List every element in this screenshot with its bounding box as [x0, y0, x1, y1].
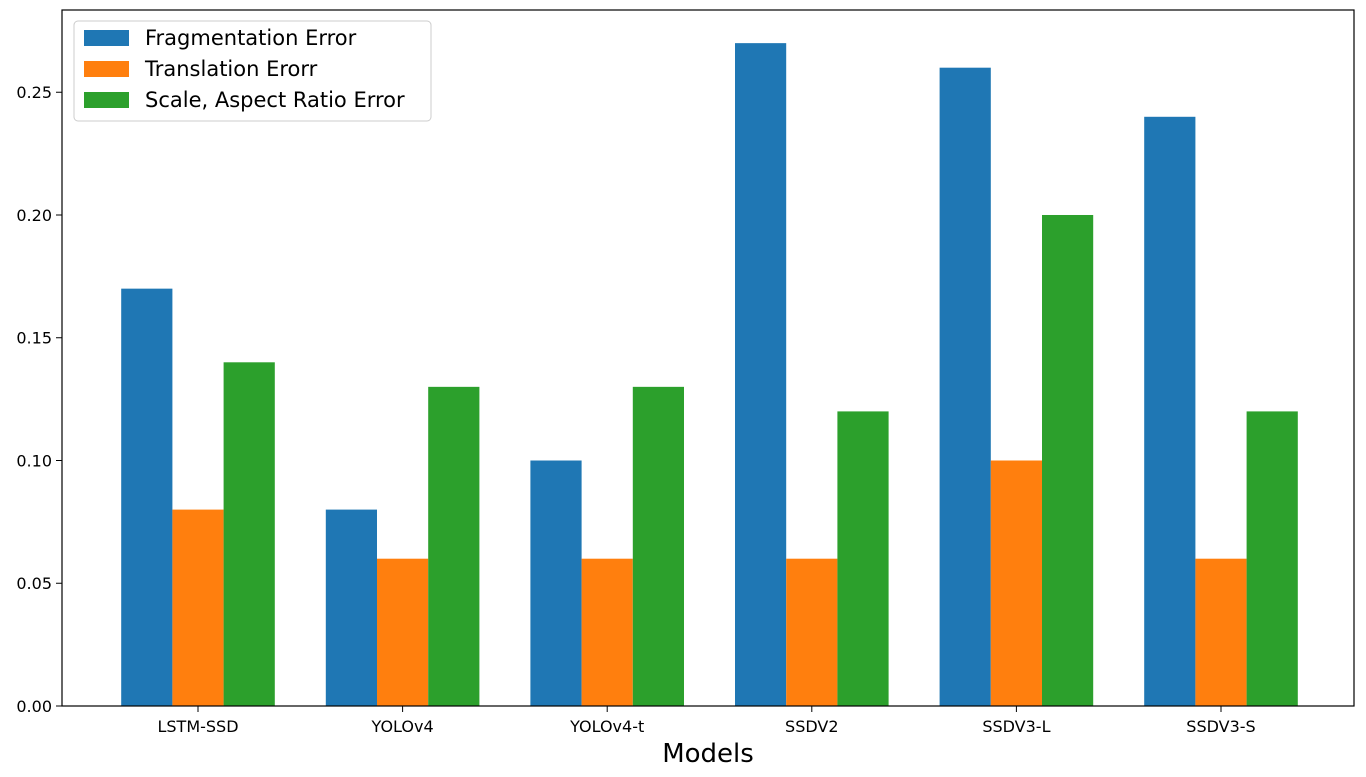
bar-scale-aspect-ratio-error-ssdv3-l: [1042, 214, 1094, 707]
bar-translation-erorr-ssdv2: [786, 558, 838, 706]
legend-swatch: [84, 92, 129, 108]
bar-translation-erorr-ssdv3-l: [990, 460, 1042, 706]
x-axis: LSTM-SSD YOLOv4 YOLOv4-t SSDV2 SSDV3-L SSDV3-…: [157, 706, 1256, 736]
legend-label: Fragmentation Error: [145, 26, 357, 50]
y-axis: 0.00 0.05 0.10 0.15 0.20 0.25: [16, 83, 62, 716]
bar-translation-erorr-lstm-ssd: [172, 509, 224, 706]
y-tick-label: 0.25: [16, 83, 52, 102]
y-tick-label: 0.15: [16, 329, 52, 348]
x-tick-label: SSDV2: [785, 717, 838, 736]
legend-label: Scale, Aspect Ratio Error: [145, 88, 405, 112]
legend: Fragmentation Error Translation Erorr Scal…: [73, 20, 432, 122]
legend-box: [73, 20, 432, 122]
x-tick-label: YOLOv4-t: [569, 717, 644, 736]
bars-group: [121, 43, 1298, 707]
bar-scale-aspect-ratio-error-yolov4-t: [632, 386, 684, 706]
legend-swatch: [84, 61, 129, 77]
bar-translation-erorr-yolov4: [377, 558, 429, 706]
bar-scale-aspect-ratio-error-ssdv2: [837, 411, 889, 706]
bar-fragmentation-error-lstm-ssd: [121, 288, 173, 706]
legend-swatch: [84, 30, 129, 46]
bar-fragmentation-error-ssdv2: [735, 43, 787, 706]
y-tick-label: 0.10: [16, 451, 52, 470]
y-tick-label: 0.00: [16, 697, 52, 716]
bar-scale-aspect-ratio-error-lstm-ssd: [223, 362, 275, 706]
x-tick-label: LSTM-SSD: [157, 717, 238, 736]
bar-fragmentation-error-ssdv3-l: [939, 67, 991, 706]
x-tick-label: SSDV3-L: [982, 717, 1050, 736]
bar-fragmentation-error-yolov4: [325, 509, 377, 706]
x-tick-label: SSDV3-S: [1186, 717, 1255, 736]
bar-translation-erorr-ssdv3-s: [1195, 558, 1247, 706]
bar-fragmentation-error-ssdv3-s: [1144, 116, 1196, 707]
y-tick-label: 0.20: [16, 206, 52, 225]
y-tick-label: 0.05: [16, 574, 52, 593]
bar-scale-aspect-ratio-error-ssdv3-s: [1246, 411, 1298, 706]
plot-frame: [61, 9, 1355, 707]
bar-scale-aspect-ratio-error-yolov4: [428, 386, 480, 706]
legend-label: Translation Erorr: [144, 57, 318, 81]
x-axis-title: Models: [662, 739, 754, 769]
bar-translation-erorr-yolov4-t: [581, 558, 633, 706]
x-tick-label: YOLOv4: [371, 717, 434, 736]
bar-fragmentation-error-yolov4-t: [530, 460, 582, 706]
